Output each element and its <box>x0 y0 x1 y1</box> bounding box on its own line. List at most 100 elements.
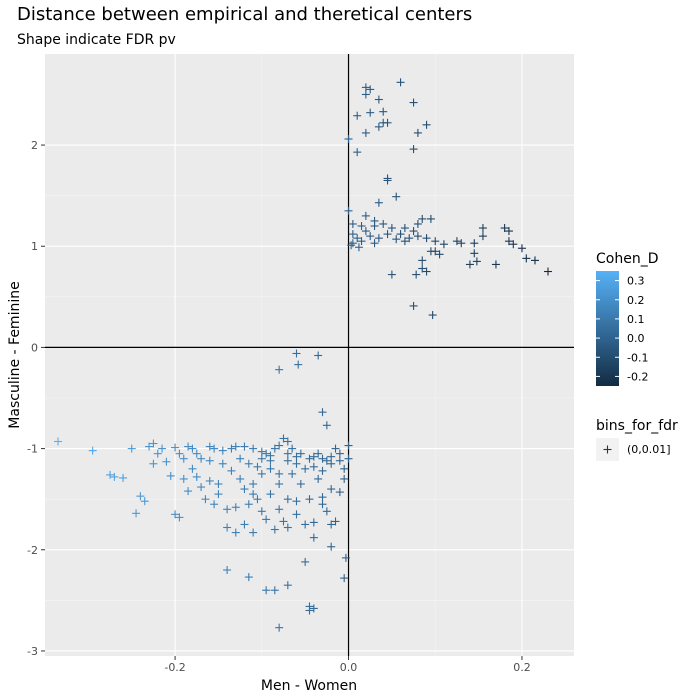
data-point <box>361 227 370 236</box>
data-point <box>240 442 249 451</box>
shape-legend-symbol <box>603 445 612 454</box>
data-point <box>374 234 383 243</box>
data-point <box>253 462 262 471</box>
colorbar-tick-label: 0.2 <box>627 294 645 307</box>
data-point <box>435 250 444 259</box>
data-point <box>257 507 266 516</box>
data-point <box>335 456 344 465</box>
data-point <box>405 234 414 243</box>
data-point <box>305 606 314 615</box>
data-point <box>500 224 509 233</box>
data-point <box>301 464 310 473</box>
data-point <box>275 441 284 450</box>
data-point <box>166 471 175 480</box>
data-point <box>175 449 184 458</box>
data-point <box>275 469 284 478</box>
data-point <box>171 510 180 519</box>
data-point <box>262 586 271 595</box>
data-point <box>266 464 275 473</box>
data-point <box>305 495 314 504</box>
data-point <box>283 437 292 446</box>
colorbar-tick-label: 0.0 <box>627 332 645 345</box>
data-point <box>331 444 340 453</box>
data-point <box>314 474 323 483</box>
data-point <box>327 542 336 551</box>
x-tick-label: -0.2 <box>164 661 185 674</box>
data-point <box>327 520 336 529</box>
data-point <box>354 243 363 252</box>
data-point <box>296 480 305 488</box>
data-point <box>366 108 375 117</box>
data-point <box>257 469 266 478</box>
data-point <box>283 449 292 458</box>
data-point <box>318 466 327 475</box>
color-legend: Cohen_D 0.3 0.2 0.1 0.0 -0.1 -0.2 <box>596 251 658 386</box>
data-point <box>379 107 388 116</box>
data-point <box>179 474 188 483</box>
data-point <box>387 270 396 279</box>
data-point <box>409 145 418 154</box>
data-point <box>210 500 219 509</box>
data-point <box>331 517 340 526</box>
data-point <box>353 111 362 120</box>
data-point <box>418 256 427 265</box>
data-point <box>418 214 427 223</box>
data-point <box>283 523 292 532</box>
data-point <box>292 497 301 506</box>
data-point <box>294 360 303 369</box>
data-point <box>262 515 271 524</box>
data-point <box>504 237 513 246</box>
data-point <box>305 454 314 463</box>
data-point <box>292 459 301 468</box>
data-point <box>88 446 97 455</box>
data-point <box>426 214 435 223</box>
data-point <box>279 517 288 526</box>
data-point <box>340 464 349 473</box>
data-point <box>240 485 249 494</box>
data-point <box>223 566 232 574</box>
data-point <box>175 513 184 522</box>
y-tick-label: 1 <box>31 240 38 253</box>
data-point <box>270 525 279 534</box>
data-point <box>374 198 383 207</box>
data-point <box>396 230 405 239</box>
data-point <box>344 206 353 215</box>
data-point <box>340 574 349 583</box>
data-point <box>383 230 392 239</box>
data-point <box>478 224 487 233</box>
colorbar-tick-label: 0.1 <box>627 313 645 326</box>
data-point <box>370 222 379 230</box>
data-point <box>296 449 305 458</box>
data-point <box>266 456 275 465</box>
data-point <box>140 497 149 506</box>
data-point <box>205 456 214 465</box>
chart-subtitle: Shape indicate FDR pv <box>17 32 176 48</box>
data-point <box>322 456 331 465</box>
colorbar-tick-label: -0.1 <box>627 351 648 364</box>
data-point <box>335 488 344 497</box>
reference-lines <box>45 54 574 656</box>
data-point <box>422 234 431 243</box>
data-point <box>249 444 258 453</box>
data-point <box>192 472 201 481</box>
data-points <box>54 78 552 632</box>
data-point <box>301 557 310 566</box>
colorbar-tick-label: -0.2 <box>627 370 648 383</box>
data-point <box>231 528 240 537</box>
data-point <box>188 444 197 453</box>
data-point <box>357 222 366 230</box>
data-point <box>543 267 552 276</box>
data-point <box>418 264 427 273</box>
data-point <box>361 83 370 92</box>
data-point <box>223 523 232 532</box>
data-point <box>309 518 318 527</box>
data-point <box>409 227 418 236</box>
data-point <box>318 408 327 417</box>
data-point <box>236 474 245 483</box>
data-point <box>292 349 301 358</box>
data-point <box>322 507 331 516</box>
data-point <box>149 439 158 448</box>
y-tick-label: -3 <box>27 645 38 658</box>
data-point <box>344 134 353 143</box>
data-point <box>400 224 409 233</box>
